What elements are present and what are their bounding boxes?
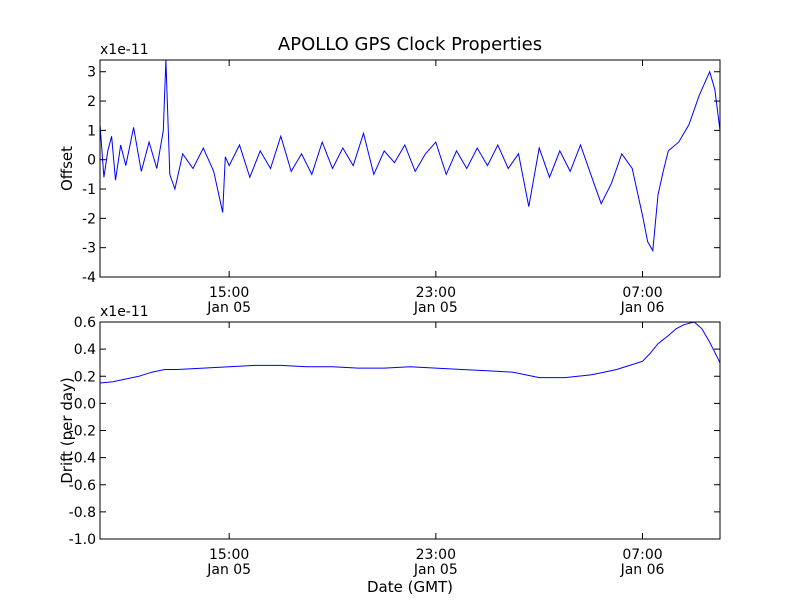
offset-y-tick-label: -2 xyxy=(82,211,96,227)
drift-panel: -1.0-0.8-0.6-0.4-0.20.00.20.40.615:00Jan… xyxy=(58,304,721,578)
drift-x-tick-label: 23:00 xyxy=(416,547,456,563)
drift-y-tick-label: -0.2 xyxy=(69,424,96,440)
offset-x-tick-date: Jan 06 xyxy=(620,300,665,316)
drift-x-tick-date: Jan 06 xyxy=(620,562,665,578)
drift-y-tick-label: -0.6 xyxy=(69,478,96,494)
offset-y-tick-label: -1 xyxy=(82,182,96,198)
offset-y-tick-label: 0 xyxy=(87,153,96,169)
drift-offset-text: x1e-11 xyxy=(100,304,149,320)
offset-y-tick-label: 3 xyxy=(87,65,96,81)
offset-y-tick-label: 2 xyxy=(87,94,96,110)
offset-y-tick-label: 1 xyxy=(87,123,96,139)
drift-series-line xyxy=(100,322,720,384)
drift-y-tick-label: 0.0 xyxy=(74,396,96,412)
offset-x-tick-date: Jan 05 xyxy=(413,300,458,316)
offset-series-line xyxy=(100,60,720,253)
drift-x-tick-date: Jan 05 xyxy=(206,562,251,578)
offset-offset-text: x1e-11 xyxy=(100,42,149,58)
offset-y-axis-label: Offset xyxy=(58,146,76,191)
drift-x-tick-label: 15:00 xyxy=(209,547,249,563)
drift-x-tick-label: 07:00 xyxy=(622,547,662,563)
drift-y-tick-label: -1.0 xyxy=(69,532,96,548)
chart-title: APOLLO GPS Clock Properties xyxy=(278,34,542,55)
offset-x-tick-label: 23:00 xyxy=(416,285,456,301)
offset-x-tick-date: Jan 05 xyxy=(206,300,251,316)
offset-plot-frame xyxy=(99,59,721,278)
drift-y-tick-label: 0.4 xyxy=(74,342,96,358)
drift-y-tick-label: 0.2 xyxy=(74,369,96,385)
offset-x-tick-label: 15:00 xyxy=(209,285,249,301)
drift-y-tick-label: 0.6 xyxy=(74,315,96,331)
drift-x-tick-date: Jan 05 xyxy=(413,562,458,578)
offset-y-tick-label: -4 xyxy=(82,270,96,286)
x-axis-label: Date (GMT) xyxy=(367,578,453,596)
drift-y-axis-label: Drift (per day) xyxy=(58,377,76,484)
drift-y-tick-label: -0.4 xyxy=(69,451,96,467)
drift-y-tick-label: -0.8 xyxy=(69,505,96,521)
offset-x-tick-label: 07:00 xyxy=(622,285,662,301)
offset-y-tick-label: -3 xyxy=(82,241,96,257)
